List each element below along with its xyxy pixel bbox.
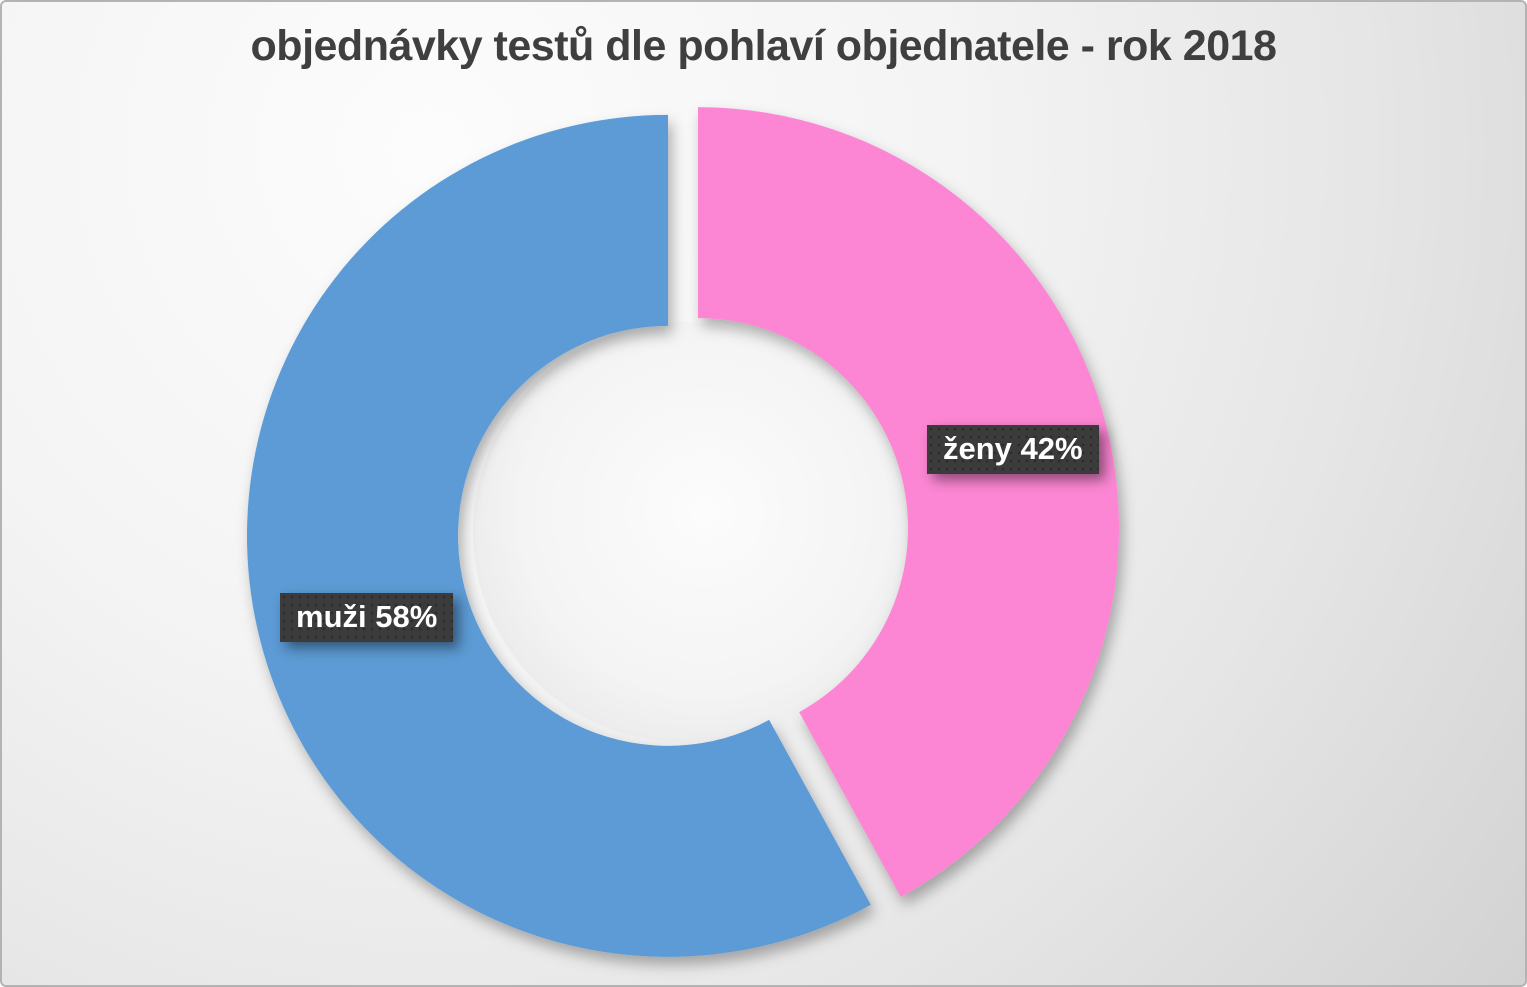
donut-hole bbox=[473, 322, 893, 742]
data-label-muzi: muži 58% bbox=[280, 593, 454, 643]
donut-slice-zeny bbox=[698, 107, 1120, 898]
donut-slice-muzi bbox=[247, 114, 871, 957]
data-label-zeny: ženy 42% bbox=[927, 425, 1099, 475]
chart-title: objednávky testů dle pohlaví objednatele… bbox=[250, 22, 1277, 70]
